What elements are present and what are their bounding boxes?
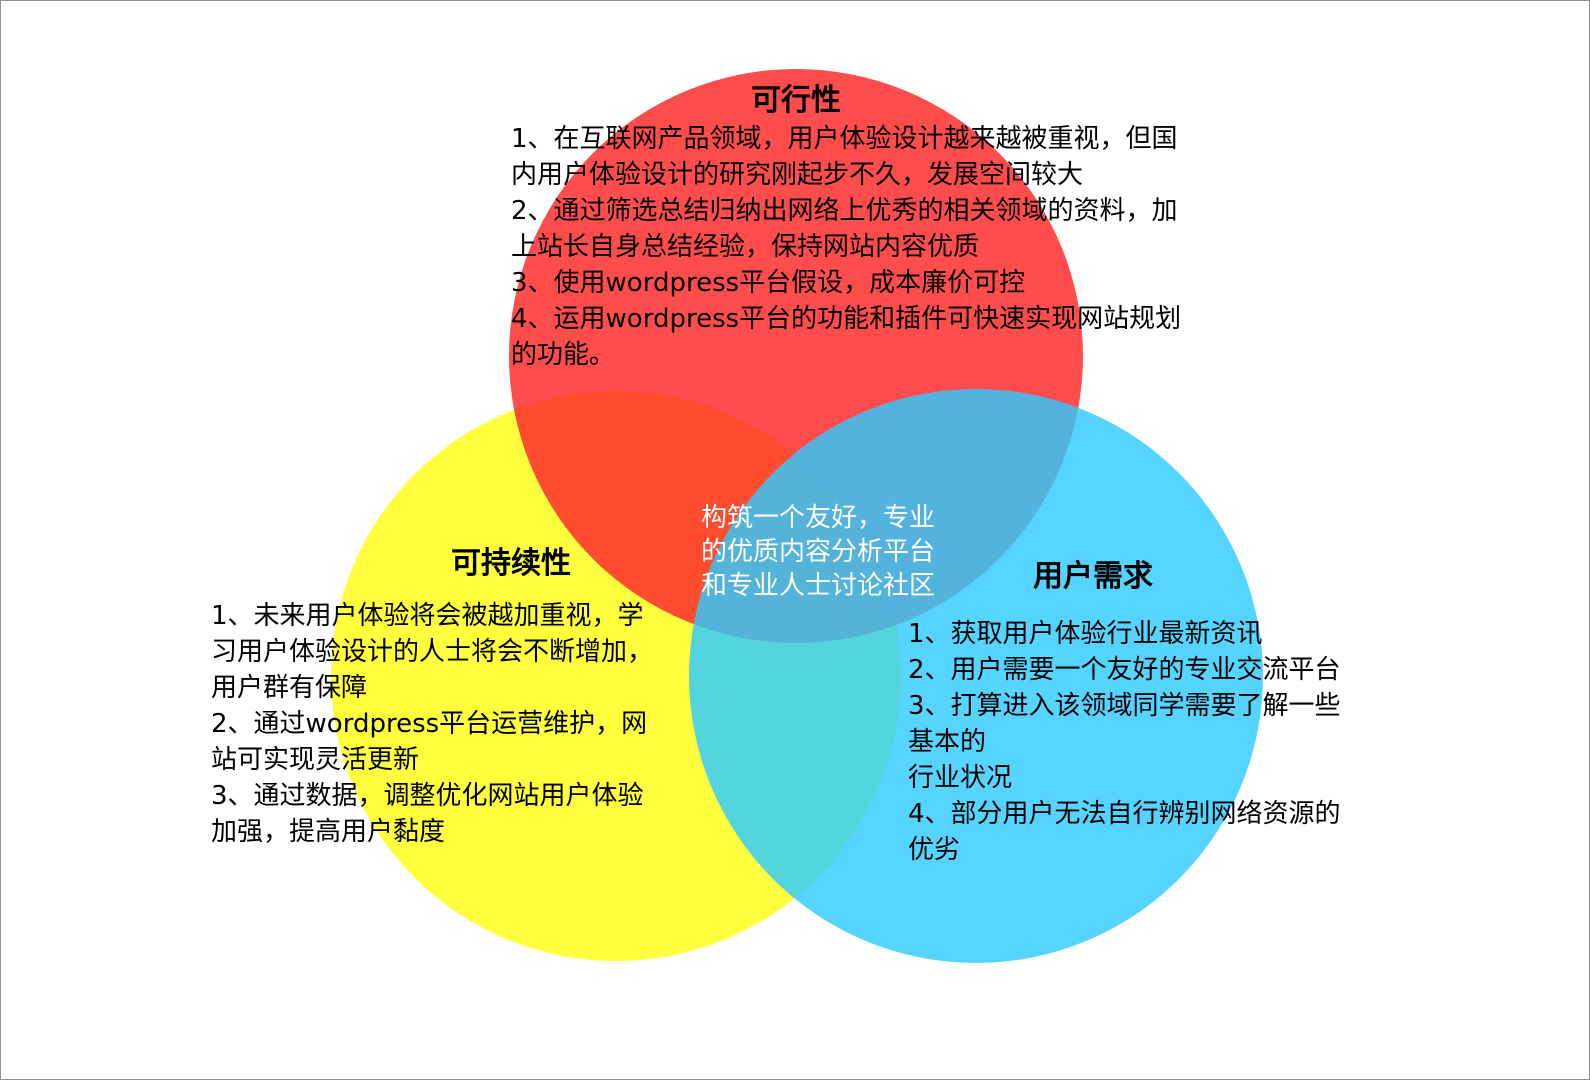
feasibility-title: 可行性	[751, 83, 841, 118]
list-item: 3、打算进入该领域同学需要了解一些基本的	[908, 691, 1341, 757]
list-item: 3、使用wordpress平台假设，成本廉价可控	[511, 268, 1026, 298]
list-item: 2、用户需要一个友好的专业交流平台	[908, 655, 1341, 685]
list-item: 4、运用wordpress平台的功能和插件可快速实现网站规划的功能。	[511, 304, 1182, 370]
list-item: 1、未来用户体验将会被越加重视，学习用户体验设计的人士将会不断增加，用户群有保障	[211, 601, 654, 703]
list-item: 1、获取用户体验行业最新资讯	[908, 619, 1263, 649]
list-item: 2、通过筛选总结归纳出网络上优秀的相关领域的资料，加上站长自身总结经验，保持网站…	[511, 196, 1178, 262]
list-item: 1、在互联网产品领域，用户体验设计越来越被重视，但国内用户体验设计的研究刚起步不…	[511, 124, 1178, 190]
sustainability-title: 可持续性	[451, 546, 571, 581]
list-item: 4、部分用户无法自行辨别网络资源的优劣	[908, 799, 1341, 865]
user-needs-list: 1、获取用户体验行业最新资讯 2、用户需要一个友好的专业交流平台 3、打算进入该…	[908, 616, 1348, 868]
user-needs-circle	[689, 389, 1263, 963]
list-item: 行业状况	[908, 763, 1013, 793]
user-needs-title: 用户需求	[1033, 559, 1153, 594]
list-item: 3、通过数据，调整优化网站用户体验加强，提高用户黏度	[211, 781, 644, 847]
sustainability-list: 1、未来用户体验将会被越加重视，学习用户体验设计的人士将会不断增加，用户群有保障…	[211, 598, 667, 850]
list-item: 2、通过wordpress平台运营维护，网站可实现灵活更新	[211, 709, 648, 775]
center-goal-text: 构筑一个友好，专业的优质内容分析平台和专业人士讨论社区	[701, 503, 936, 601]
feasibility-list: 1、在互联网产品领域，用户体验设计越来越被重视，但国内用户体验设计的研究刚起步不…	[511, 121, 1191, 373]
